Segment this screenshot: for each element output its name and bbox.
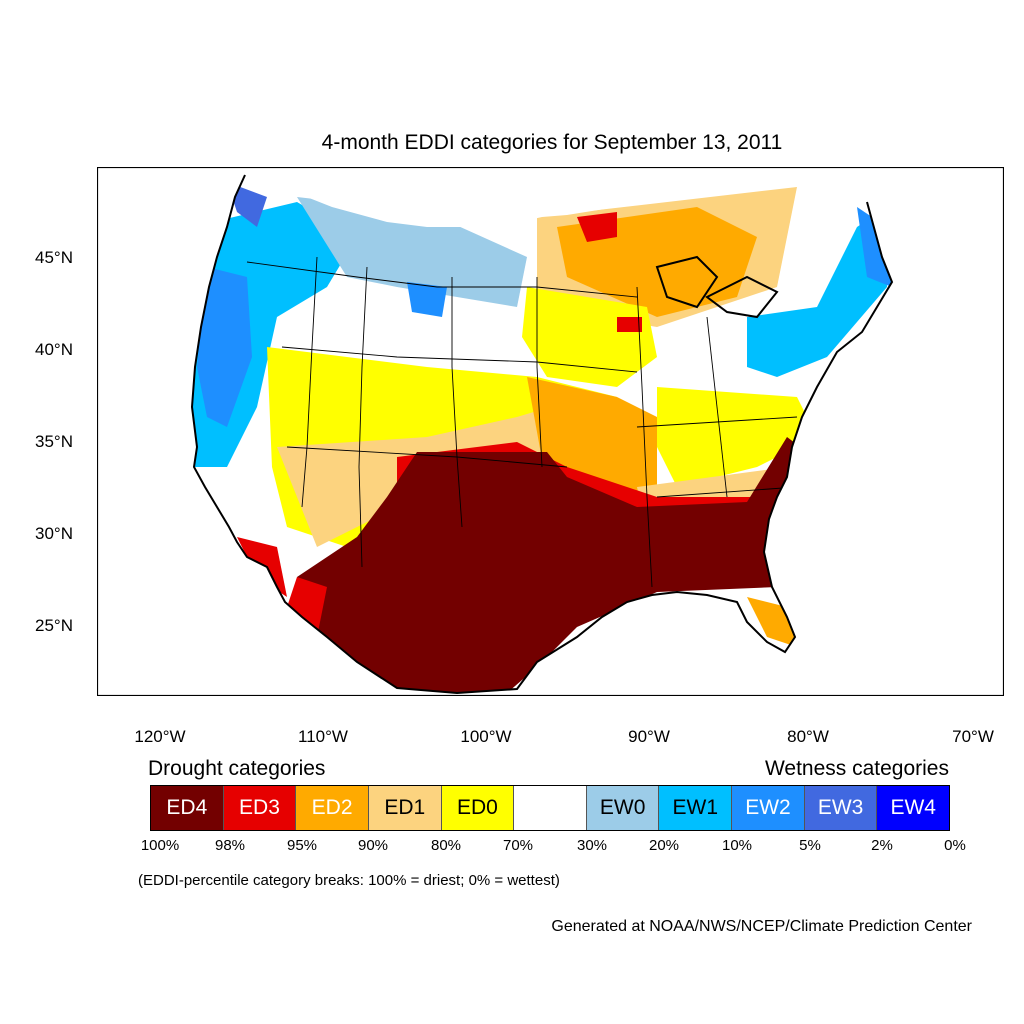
percentile-label: 80% bbox=[430, 837, 462, 854]
region-fill bbox=[657, 387, 817, 487]
legend-cell-ew0: EW0 bbox=[586, 786, 660, 830]
region-fill bbox=[747, 207, 887, 377]
percentile-label: 90% bbox=[357, 837, 389, 854]
legend-label: EW3 bbox=[817, 796, 864, 819]
map-panel bbox=[97, 167, 1004, 696]
region-fill bbox=[522, 287, 657, 387]
legend-cell-ew4: EW4 bbox=[877, 786, 950, 830]
lon-label-90w: 90°W bbox=[628, 727, 670, 746]
legend-label: EW2 bbox=[745, 796, 791, 819]
percentile-label: 20% bbox=[648, 837, 680, 854]
percentile-label: 5% bbox=[799, 837, 821, 854]
drought-categories-heading: Drought categories bbox=[148, 757, 326, 780]
percentile-label: 0% bbox=[944, 837, 966, 854]
legend-cell-ed0: ED0 bbox=[441, 786, 515, 830]
legend-cell-ew2: EW2 bbox=[732, 786, 805, 830]
legend-cell-ed1: ED1 bbox=[368, 786, 442, 830]
wetness-categories-heading: Wetness categories bbox=[764, 757, 949, 780]
category-footnote: (EDDI-percentile category breaks: 100% =… bbox=[138, 872, 560, 889]
legend-label: ED0 bbox=[456, 796, 498, 819]
legend-cell-ed2: ED2 bbox=[296, 786, 369, 830]
region-fill bbox=[577, 212, 617, 242]
category-fill-layer bbox=[192, 175, 892, 693]
region-fill bbox=[297, 437, 827, 693]
legend-cell-ew3: EW3 bbox=[804, 786, 878, 830]
lon-label-80w: 80°W bbox=[787, 727, 829, 746]
legend-label: ED2 bbox=[311, 796, 353, 819]
lat-label-35n: 35°N bbox=[35, 432, 73, 451]
lat-label-30n: 30°N bbox=[35, 524, 73, 543]
lon-label-70w: 70°W bbox=[952, 727, 994, 746]
region-fill bbox=[407, 282, 447, 317]
legend-color-bar: ED4 ED3 ED2 ED1 ED0 EW0 EW1 EW2 EW3 EW4 bbox=[150, 785, 950, 831]
lat-label-45n: 45°N bbox=[35, 248, 73, 267]
region-fill bbox=[197, 267, 252, 427]
percentile-label: 95% bbox=[286, 837, 318, 854]
lon-label-100w: 100°W bbox=[460, 727, 512, 746]
percentile-label: 2% bbox=[871, 837, 893, 854]
lat-label-25n: 25°N bbox=[35, 616, 73, 635]
legend-label: EW0 bbox=[599, 796, 646, 819]
coastlines bbox=[190, 174, 894, 695]
percentile-label: 100% bbox=[140, 837, 180, 854]
legend-cell-ew1: EW1 bbox=[659, 786, 733, 830]
percentile-label: 30% bbox=[576, 837, 608, 854]
state-boundaries bbox=[246, 256, 798, 588]
legend-label: ED1 bbox=[384, 796, 426, 819]
legend-label: ED3 bbox=[239, 796, 280, 819]
percentile-label: 10% bbox=[721, 837, 753, 854]
legend-cell-normal bbox=[514, 786, 587, 830]
region-fill bbox=[287, 577, 327, 637]
legend-cell-ed3: ED3 bbox=[223, 786, 297, 830]
legend-label: EW4 bbox=[890, 796, 936, 819]
region-fill bbox=[617, 317, 642, 332]
map-title: 4-month EDDI categories for September 13… bbox=[321, 131, 783, 154]
percentile-label: 98% bbox=[214, 837, 246, 854]
lon-label-120w: 120°W bbox=[134, 727, 186, 746]
legend-label: EW1 bbox=[672, 796, 719, 819]
map-border bbox=[97, 167, 1004, 696]
legend-cell-ed4: ED4 bbox=[151, 786, 224, 830]
region-fill bbox=[297, 197, 527, 307]
lat-label-40n: 40°N bbox=[35, 340, 73, 359]
credit-line: Generated at NOAA/NWS/NCEP/Climate Predi… bbox=[551, 918, 972, 935]
lon-label-110w: 110°W bbox=[298, 727, 348, 746]
legend-label: ED4 bbox=[166, 796, 208, 819]
percentile-label: 70% bbox=[502, 837, 534, 854]
